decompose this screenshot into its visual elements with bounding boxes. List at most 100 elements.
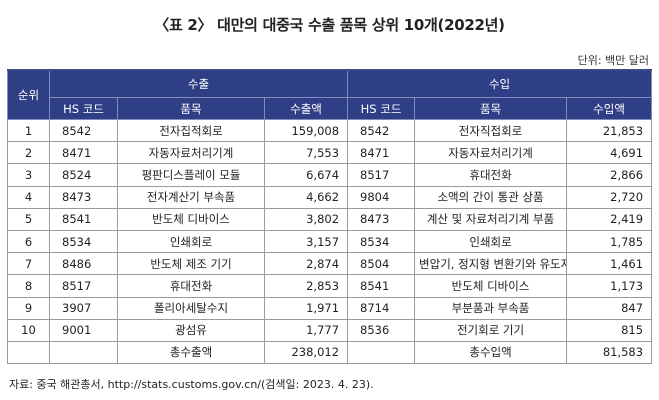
table-row: 6 8534 인쇄회로 3,157 8534 인쇄회로 1,785 (7, 229, 653, 254)
import-item-cell: 부분품과 부속품 (414, 296, 568, 320)
table-row: 4 8473 전자계산기 부속품 4,662 9804 소액의 간이 통관 상품 2,720 (7, 185, 653, 209)
export-item-header: 품목 (117, 97, 265, 120)
export-hs-code-cell: 8471 (49, 141, 118, 165)
import-item-cell: 자동자료처리기계 (414, 141, 568, 165)
import-item-cell: 계산 및 자료처리기계 부품 (414, 207, 568, 231)
export-hs-code-header: HS 코드 (49, 97, 118, 120)
import-hs-code-cell: 8542 (347, 118, 416, 143)
table-row: 3 8524 평판디스플레이 모듈 6,674 8517 휴대전화 2,866 (7, 163, 653, 187)
export-amount-cell: 3,157 (263, 229, 349, 254)
import-item-header: 품목 (414, 97, 568, 120)
import-hs-code-cell: 8504 (347, 252, 416, 276)
totals-blank (347, 340, 416, 364)
import-amount-cell: 4,691 (566, 141, 653, 165)
import-amount-cell: 847 (566, 296, 653, 320)
table-row: 7 8486 반도체 제조 기기 2,874 8504 변압기, 정지형 변환기와 유도자… (7, 252, 653, 276)
export-hs-code-cell: 8473 (49, 185, 118, 209)
export-amount-cell: 4,662 (263, 185, 349, 209)
import-total-label: 총수입액 (414, 340, 568, 364)
import-amount-cell: 815 (566, 318, 653, 342)
import-amount-cell: 1,461 (566, 252, 653, 276)
export-item-cell: 평판디스플레이 모듈 (117, 163, 265, 187)
export-hs-code-cell: 8517 (49, 274, 118, 298)
export-total-label: 총수출액 (117, 340, 265, 364)
import-hs-code-cell: 8541 (347, 274, 416, 298)
export-amount-cell: 2,874 (263, 252, 349, 276)
table-row: 5 8541 반도체 디바이스 3,802 8473 계산 및 자료처리기계 부품 2,41… (7, 207, 653, 231)
export-item-cell: 전자계산기 부속품 (117, 185, 265, 209)
import-amount-cell: 2,720 (566, 185, 653, 209)
export-item-cell: 휴대전화 (117, 274, 265, 298)
export-amount-cell: 159,008 (263, 118, 349, 143)
table-row: 8 8517 휴대전화 2,853 8541 반도체 디바이스 1,173 (7, 274, 653, 298)
import-total-value: 81,583 (566, 340, 653, 364)
import-amount-cell: 2,419 (566, 207, 653, 231)
import-amount-cell: 1,785 (566, 229, 653, 254)
export-item-cell: 자동자료처리기계 (117, 141, 265, 165)
import-hs-code-cell: 8714 (347, 296, 416, 320)
import-item-cell: 소액의 간이 통관 상품 (414, 185, 568, 209)
export-item-cell: 폴리아세탈수지 (117, 296, 265, 320)
rank-cell: 8 (7, 274, 50, 298)
import-item-cell: 휴대전화 (414, 163, 568, 187)
export-hs-code-cell: 8534 (49, 229, 118, 254)
export-amount-cell: 1,777 (263, 318, 349, 342)
rank-cell: 2 (7, 141, 50, 165)
rank-cell: 10 (7, 318, 50, 342)
import-hs-code-cell: 8473 (347, 207, 416, 231)
export-hs-code-cell: 8486 (49, 252, 118, 276)
export-hs-code-cell: 8542 (49, 118, 118, 143)
totals-blank (49, 340, 118, 364)
rank-header: 순위 (7, 69, 50, 120)
totals-blank (7, 340, 50, 364)
export-hs-code-cell: 3907 (49, 296, 118, 320)
import-amount-header: 수입액 (566, 97, 653, 120)
export-header: 수출 (48, 69, 349, 98)
export-hs-code-cell: 9001 (49, 318, 118, 342)
rank-cell: 5 (7, 207, 50, 231)
trade-table: 순위 수출 수입 HS 코드 품목 수출액 HS 코드 품목 수입액 1 8542… (7, 69, 653, 364)
import-item-cell: 전자직접회로 (414, 118, 568, 143)
import-amount-cell: 1,173 (566, 274, 653, 298)
table-title: 〈표 2〉 대만의 대중국 수출 품목 상위 10개(2022년) (154, 16, 505, 34)
rank-cell: 4 (7, 185, 50, 209)
import-hs-code-cell: 9804 (347, 185, 416, 209)
table-body: 1 8542 전자집적회로 159,008 8542 전자직접회로 21,853 2 8471 자… (7, 118, 653, 342)
export-hs-code-cell: 8541 (49, 207, 118, 231)
import-header: 수입 (347, 69, 653, 98)
table-row: 2 8471 자동자료처리기계 7,553 8471 자동자료처리기계 4,691 (7, 141, 653, 165)
import-hs-code-cell: 8536 (347, 318, 416, 342)
export-total-value: 238,012 (263, 340, 349, 364)
rank-cell: 7 (7, 252, 50, 276)
export-amount-cell: 1,971 (263, 296, 349, 320)
rank-cell: 3 (7, 163, 50, 187)
import-amount-cell: 2,866 (566, 163, 653, 187)
export-item-cell: 인쇄회로 (117, 229, 265, 254)
import-hs-code-cell: 8517 (347, 163, 416, 187)
export-amount-header: 수출액 (263, 97, 349, 120)
export-item-cell: 광섬유 (117, 318, 265, 342)
table-row: 10 9001 광섬유 1,777 8536 전기회로 기기 815 (7, 318, 653, 342)
rank-cell: 9 (7, 296, 50, 320)
export-amount-cell: 2,853 (263, 274, 349, 298)
export-hs-code-cell: 8524 (49, 163, 118, 187)
import-hs-code-cell: 8534 (347, 229, 416, 254)
source-note: 자료: 중국 해관총서, http://stats.customs.gov.cn… (9, 378, 374, 391)
table-row: 9 3907 폴리아세탈수지 1,971 8714 부분품과 부속품 847 (7, 296, 653, 320)
import-amount-cell: 21,853 (566, 118, 653, 143)
rank-cell: 1 (7, 118, 50, 143)
table-row: 1 8542 전자집적회로 159,008 8542 전자직접회로 21,853 (7, 118, 653, 143)
import-hs-code-cell: 8471 (347, 141, 416, 165)
import-item-cell: 전기회로 기기 (414, 318, 568, 342)
export-amount-cell: 6,674 (263, 163, 349, 187)
totals-row: 총수출액 238,012 총수입액 81,583 (7, 340, 653, 364)
export-amount-cell: 7,553 (263, 141, 349, 165)
rank-cell: 6 (7, 229, 50, 254)
export-item-cell: 전자집적회로 (117, 118, 265, 143)
import-item-cell: 변압기, 정지형 변환기와 유도자 (414, 252, 568, 276)
import-item-cell: 반도체 디바이스 (414, 274, 568, 298)
export-item-cell: 반도체 디바이스 (117, 207, 265, 231)
export-amount-cell: 3,802 (263, 207, 349, 231)
unit-label: 단위: 백만 달러 (577, 54, 649, 67)
export-item-cell: 반도체 제조 기기 (117, 252, 265, 276)
